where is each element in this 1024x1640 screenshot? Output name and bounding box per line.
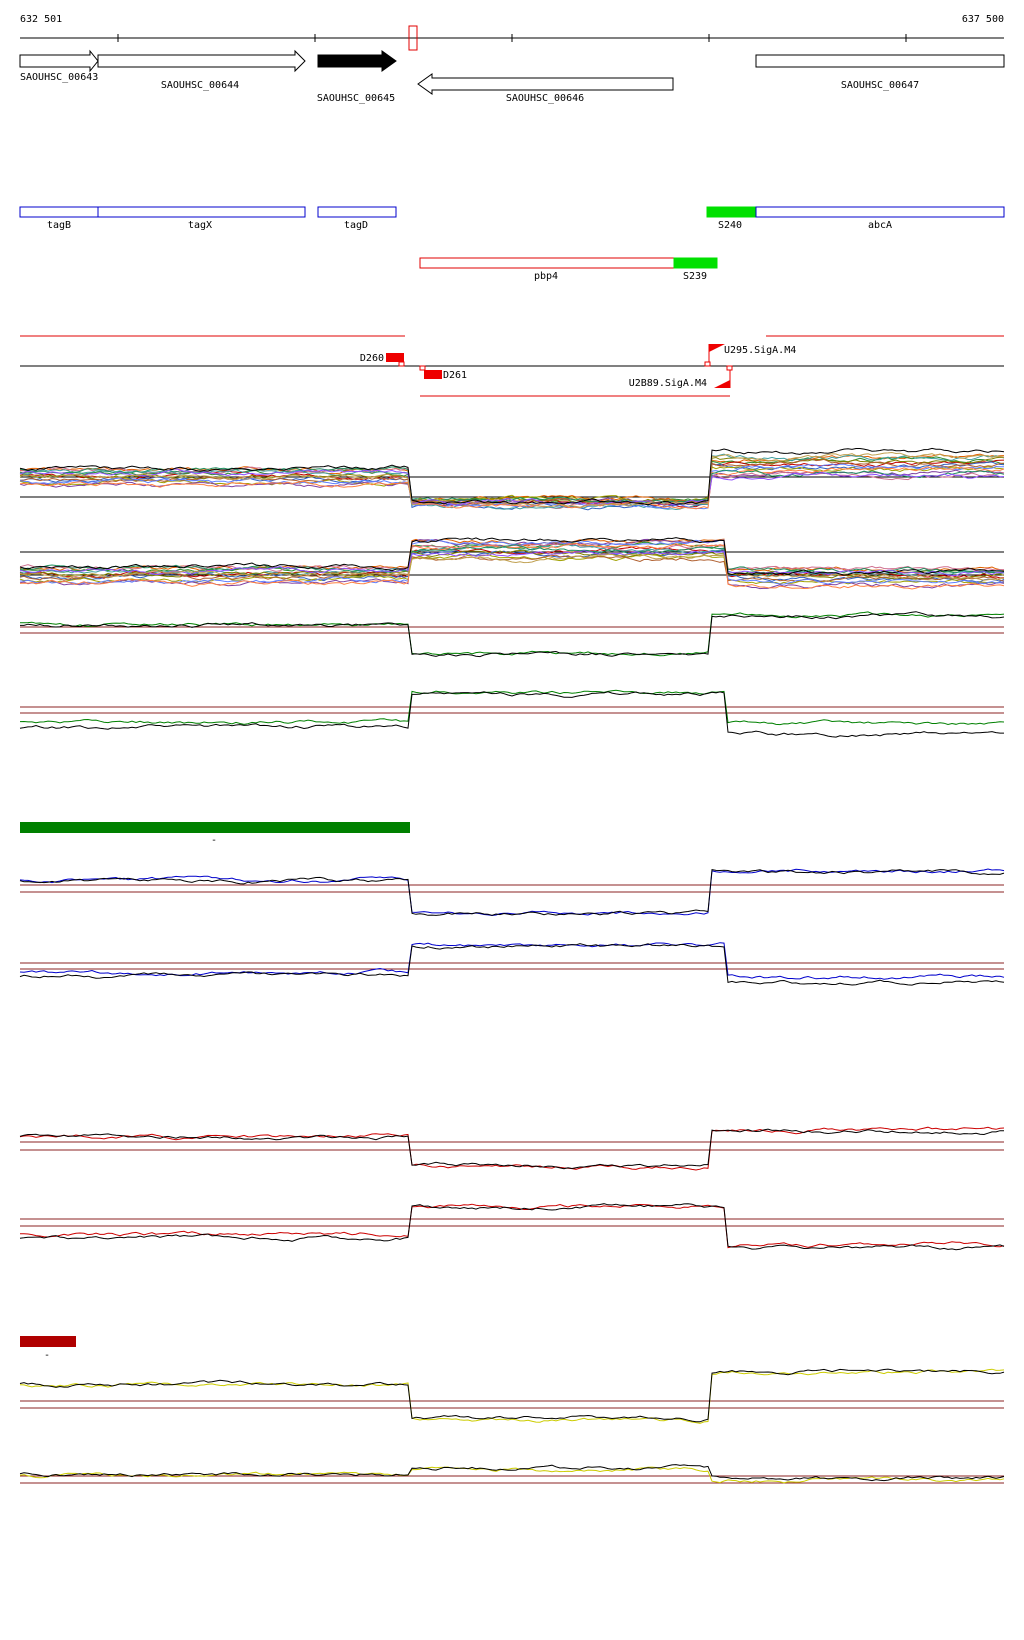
expression-trace: [19, 611, 1005, 657]
expression-trace: [19, 691, 1004, 738]
annotation-label: abcA: [868, 220, 892, 231]
annotation-tagB[interactable]: [19, 206, 99, 218]
expression-trace: [19, 1128, 1004, 1170]
expression-trace: [19, 553, 1005, 581]
expression-trace: [19, 453, 1005, 504]
gene-box-SAOUHSC_00647[interactable]: [755, 54, 1005, 68]
expression-trace: [19, 1368, 1005, 1423]
annotation-label: S240: [718, 220, 742, 231]
annotation-pbp4[interactable]: [419, 257, 675, 269]
expression-trace: [20, 611, 1005, 658]
annotation-tagD[interactable]: [317, 206, 397, 218]
gene-label: SAOUHSC_00645: [317, 93, 395, 104]
gene-arrow-SAOUHSC_00643[interactable]: [19, 49, 99, 73]
expression-trace: [19, 1368, 1005, 1424]
expression-trace: [19, 466, 1005, 510]
annotation-label: S239: [683, 271, 707, 282]
expression-trace: [19, 554, 1005, 583]
expression-trace: [19, 1464, 1005, 1482]
expression-trace: [19, 453, 1005, 511]
ruler-end-label: 637 500: [962, 14, 1004, 25]
regulatory-U295-marker: [704, 361, 711, 367]
expression-trace: [19, 550, 1005, 577]
annotation-label: pbp4: [534, 271, 558, 282]
segment-S240[interactable]: [706, 206, 757, 218]
expression-trace: [19, 537, 1005, 576]
gene-arrow-SAOUHSC_00646[interactable]: [417, 73, 674, 95]
expression-trace: [19, 868, 1005, 917]
gene-label: SAOUHSC_00644: [161, 80, 239, 91]
ruler-viewport-marker[interactable]: [408, 25, 418, 51]
expression-trace: [19, 546, 1004, 579]
regulatory-U295-flag[interactable]: [709, 344, 725, 352]
expression-trace: [19, 538, 1005, 590]
gene-arrow-SAOUHSC_00645[interactable]: [317, 50, 397, 72]
regulatory-label: U295.SigA.M4: [724, 345, 796, 356]
pbp4-track: pbp4 S239: [419, 257, 718, 282]
regulatory-D261[interactable]: [424, 370, 442, 379]
expression-trace: [19, 869, 1005, 916]
gene-label: SAOUHSC_00643: [20, 72, 98, 83]
annotation-label: tagX: [188, 220, 212, 231]
regulatory-D261-marker: [419, 365, 426, 371]
regulatory-label: U2B89.SigA.M4: [629, 378, 707, 389]
regulatory-label: D261: [443, 370, 467, 381]
gene-arrow-SAOUHSC_00644[interactable]: [97, 49, 306, 73]
condition-bar-dash: -: [44, 1350, 50, 1361]
condition-bar-darkred[interactable]: [20, 1336, 76, 1347]
regulatory-U2B89-marker: [726, 365, 733, 371]
expression-trace: [19, 468, 1005, 506]
expression-trace: [19, 689, 1005, 726]
expression-trace: [19, 539, 1005, 585]
regulatory-track: D260 D261 U295.SigA.M4 U2B89.SigA.M4: [20, 335, 1004, 397]
expression-trace: [19, 942, 1005, 980]
expression-trace: [19, 1126, 1005, 1171]
expression-trace: [19, 447, 1005, 506]
expression-trace: [19, 1203, 1005, 1251]
expression-trace: [19, 943, 1005, 986]
condition-bar-dash: -: [211, 835, 217, 846]
expression-trace: [19, 542, 1005, 590]
gene-track: SAOUHSC_00643 SAOUHSC_00644 SAOUHSC_0064…: [19, 49, 1005, 104]
gene-label: SAOUHSC_00647: [841, 80, 919, 91]
gene-label: SAOUHSC_00646: [506, 93, 584, 104]
condition-bar-green[interactable]: [20, 822, 410, 833]
ruler: 632 501 637 500: [20, 14, 1004, 51]
expression-trace: [19, 1203, 1005, 1249]
segment-S239[interactable]: [673, 257, 718, 269]
annotation-abcA[interactable]: [755, 206, 1005, 218]
annotation-label: tagD: [344, 220, 368, 231]
regulatory-U2B89-flag[interactable]: [714, 380, 730, 388]
annotation-track: tagB tagX tagD S240 abcA: [19, 206, 1005, 231]
regulatory-label: D260: [360, 353, 384, 364]
annotation-label: tagB: [47, 220, 71, 231]
annotation-tagX[interactable]: [97, 206, 306, 218]
ruler-start-label: 632 501: [20, 14, 62, 25]
regulatory-D260-marker: [398, 361, 405, 367]
expression-trace: [19, 456, 1005, 504]
expression-trace: [19, 1466, 1005, 1484]
regulatory-D260[interactable]: [386, 353, 404, 362]
expression-tracks: [19, 447, 1005, 1484]
